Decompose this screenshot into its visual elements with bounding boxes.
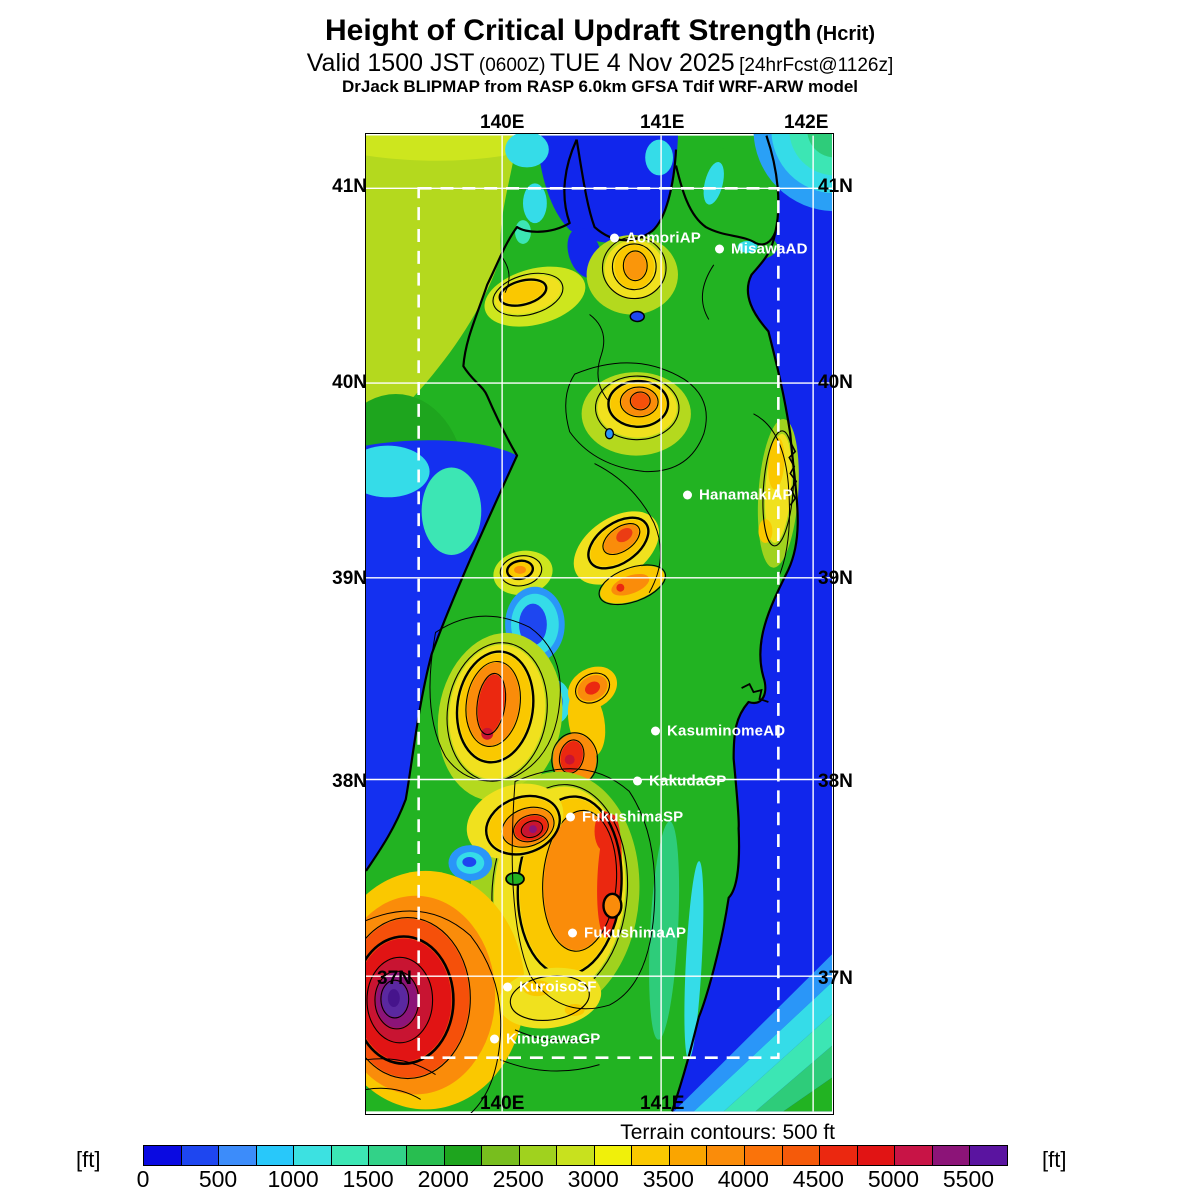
lon-label-top-141e: 141E xyxy=(640,112,685,133)
colorbar-segment xyxy=(330,1146,369,1165)
station-dot xyxy=(610,233,619,243)
colorbar-tick: 3000 xyxy=(567,1166,619,1192)
colorbar-tick: 4500 xyxy=(792,1166,844,1192)
station-hanamaki-ap: HanamakiAP xyxy=(683,487,793,504)
colorbar-tick: 5000 xyxy=(867,1166,920,1192)
page-title: Height of Critical Updraft Strength (Hcr… xyxy=(0,14,1200,49)
lon-label-top-142e: 142E xyxy=(784,112,829,133)
station-fukushima-ap: FukushimaAP xyxy=(568,925,686,942)
header: Height of Critical Updraft Strength (Hcr… xyxy=(0,14,1200,97)
title-text: Height of Critical Updraft Strength xyxy=(324,14,812,47)
station-dot xyxy=(566,812,575,822)
hcrit-map[interactable] xyxy=(365,133,834,1115)
colorbar-segment xyxy=(856,1146,895,1165)
station-kinugawa-gp: KinugawaGP xyxy=(490,1031,601,1048)
lat-label-left-38n: 38N xyxy=(332,771,367,792)
colorbar-segment xyxy=(144,1146,181,1165)
station-aomori-ap: AomoriAP xyxy=(610,230,701,247)
colorbar-tick: 3500 xyxy=(642,1166,694,1192)
valid-zulu: (0600Z) xyxy=(478,54,546,76)
lat-label-right-37n: 37N xyxy=(818,968,853,989)
colorbar-segment xyxy=(631,1146,669,1165)
colorbar-tick: 5500 xyxy=(942,1166,995,1192)
colorbar-ticks: 0 500 1000 1500 2000 2500 3000 3500 4000 4500 5000… xyxy=(137,1166,1006,1194)
colorbar-unit-left: [ft] xyxy=(76,1147,101,1172)
model-domain-box xyxy=(417,187,780,1059)
colorbar-segment xyxy=(180,1146,219,1165)
lat-label-right-41n: 41N xyxy=(818,176,853,197)
hcrit-field-svg xyxy=(366,134,832,1113)
colorbar-tick: 2500 xyxy=(492,1166,544,1192)
colorbar-unit-right: [ft] xyxy=(1042,1147,1067,1172)
colorbar-segment xyxy=(781,1146,820,1165)
valid-time: Valid 1500 JST xyxy=(306,48,475,77)
colorbar-segment xyxy=(293,1146,331,1165)
colorbar xyxy=(143,1145,1008,1166)
colorbar-segment xyxy=(556,1146,594,1165)
colorbar-segment xyxy=(518,1146,557,1165)
lat-label-right-38n: 38N xyxy=(818,771,853,792)
valid-line: Valid 1500 JST (0600Z) TUE 4 Nov 2025 [2… xyxy=(0,49,1200,78)
colorbar-segment xyxy=(894,1146,932,1165)
colorbar-segment xyxy=(706,1146,744,1165)
lake-inawashiro xyxy=(505,872,525,886)
colorbar-segment xyxy=(593,1146,632,1165)
lat-label-left-39n: 39N xyxy=(332,568,367,589)
station-dot xyxy=(651,726,660,736)
station-dot xyxy=(683,490,692,500)
colorbar-tick: 2000 xyxy=(417,1166,469,1192)
station-misawa-ad: MisawaAD xyxy=(715,241,808,258)
colorbar-tick: 1000 xyxy=(267,1166,319,1192)
colorbar-segment xyxy=(218,1146,256,1165)
terrain-note: Terrain contours: 500 ft xyxy=(620,1121,835,1144)
station-kasuminome-ad: KasuminomeAD xyxy=(651,723,785,740)
colorbar-segment xyxy=(443,1146,482,1165)
lat-label-right-40n: 40N xyxy=(818,372,853,393)
station-kuroiso-sf: KuroisoSF xyxy=(503,979,597,996)
lon-label-bottom-140e: 140E xyxy=(480,1093,525,1114)
colorbar-tick: 500 xyxy=(198,1166,238,1192)
station-dot xyxy=(503,982,512,992)
station-dot xyxy=(633,776,642,786)
colorbar-segment xyxy=(368,1146,406,1165)
colorbar-segment xyxy=(405,1146,444,1165)
station-dot xyxy=(715,244,724,254)
colorbar-segment xyxy=(481,1146,519,1165)
model-line: DrJack BLIPMAP from RASP 6.0km GFSA Tdif… xyxy=(341,77,859,97)
colorbar-tick: 0 xyxy=(136,1166,150,1192)
colorbar-segment xyxy=(969,1146,1007,1165)
lat-label-left-37n: 37N xyxy=(377,968,412,989)
valid-date: TUE 4 Nov 2025 xyxy=(549,48,735,77)
lon-label-bottom-141e: 141E xyxy=(640,1093,685,1114)
colorbar-segment xyxy=(931,1146,970,1165)
lat-label-right-39n: 39N xyxy=(818,568,853,589)
lon-label-top-140e: 140E xyxy=(480,112,525,133)
lake-tazawa xyxy=(604,428,615,440)
colorbar-tick: 4000 xyxy=(717,1166,769,1192)
lake-towada xyxy=(629,310,645,323)
lat-label-left-41n: 41N xyxy=(332,176,367,197)
terrain-contours xyxy=(366,254,790,1113)
colorbar-segment xyxy=(255,1146,294,1165)
colorbar-segment xyxy=(668,1146,707,1165)
station-kakuda-gp: KakudaGP xyxy=(633,773,726,790)
station-fukushima-sp: FukushimaSP xyxy=(566,809,683,826)
lat-label-left-40n: 40N xyxy=(332,372,367,393)
title-parameter: (Hcrit) xyxy=(816,23,875,45)
colorbar-segment xyxy=(819,1146,857,1165)
sea-of-japan xyxy=(366,440,518,871)
colorbar-segment xyxy=(744,1146,782,1165)
station-dot xyxy=(568,928,577,938)
colorbar-tick: 1500 xyxy=(342,1166,394,1192)
pacific-ocean xyxy=(672,135,832,1112)
station-dot xyxy=(490,1034,499,1044)
mutsu-bay xyxy=(536,135,678,243)
forecast-tag: [24hrFcst@1126z] xyxy=(739,54,894,76)
